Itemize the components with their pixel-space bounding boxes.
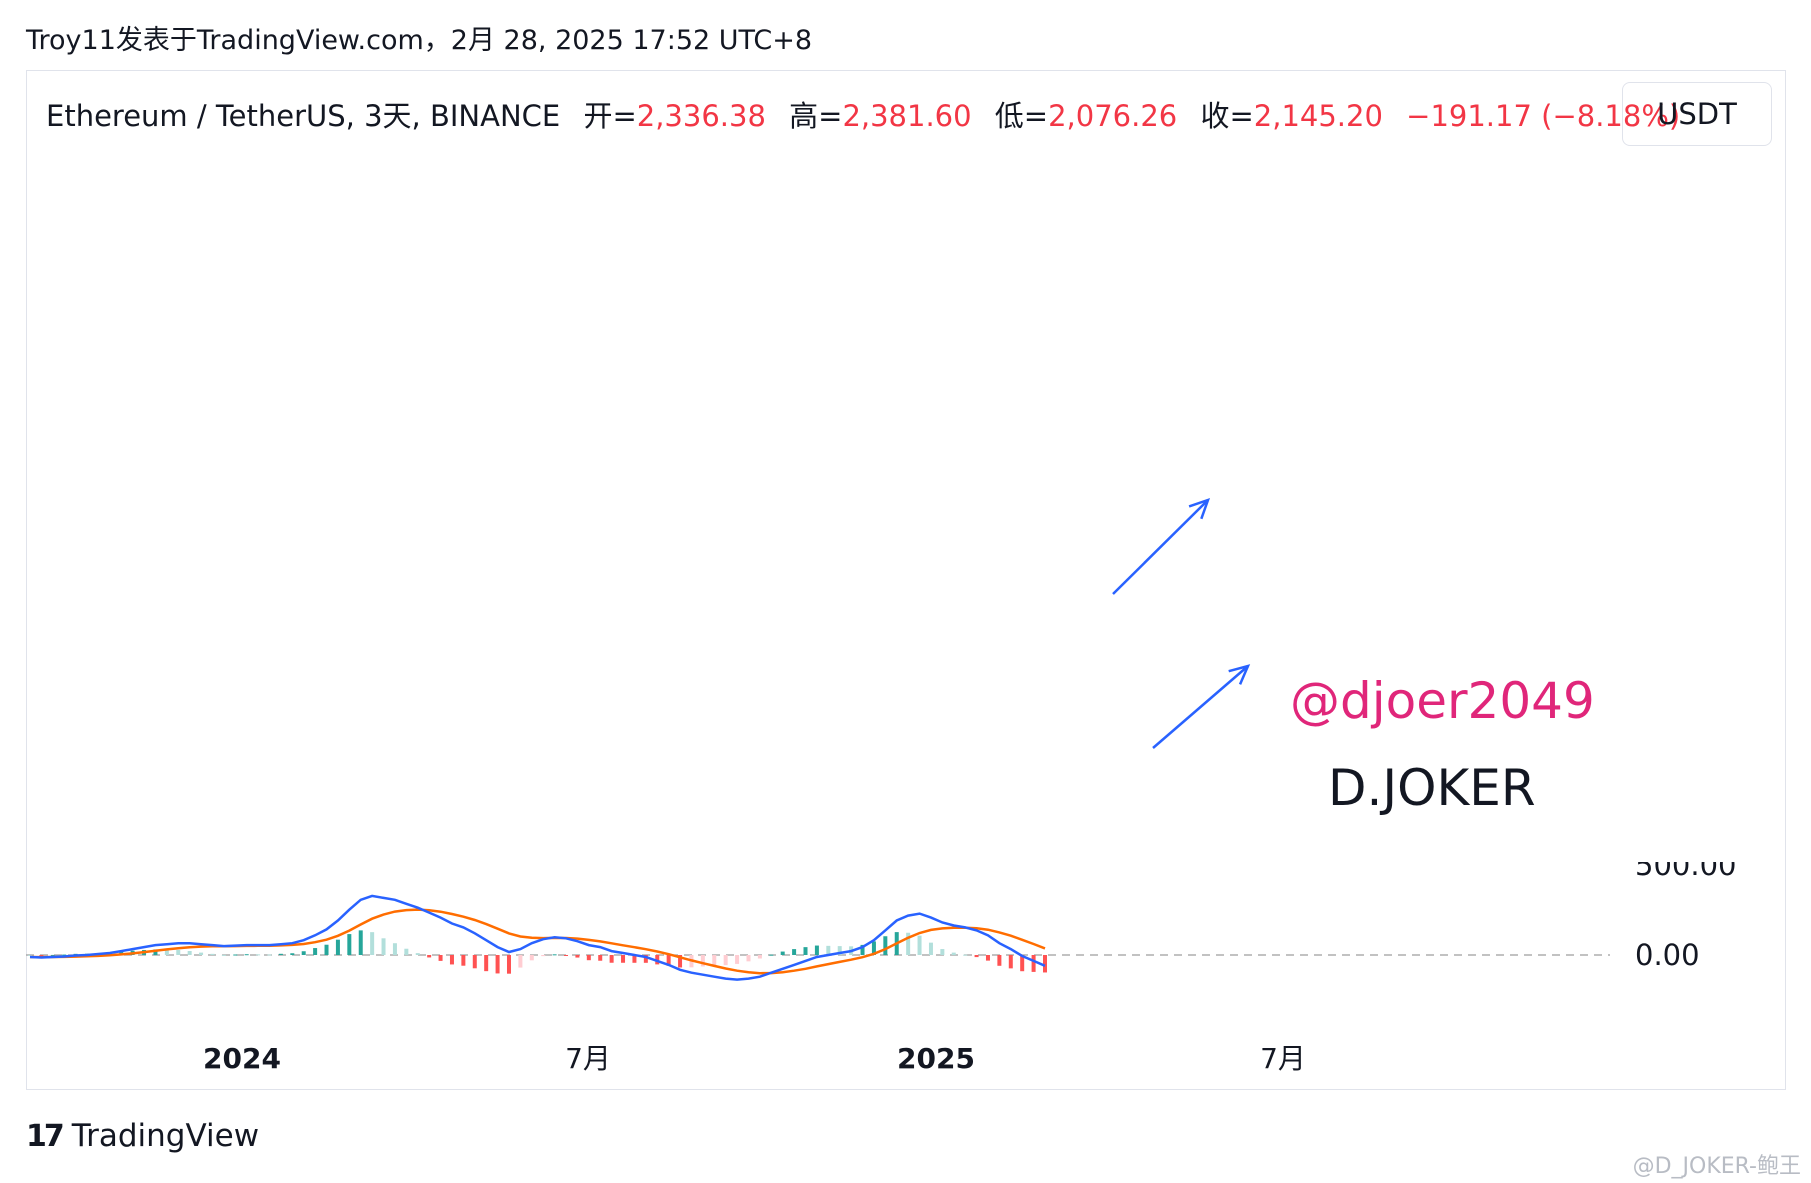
open-value: 2,336.38 bbox=[636, 99, 766, 133]
author-line: Troy11发表于TradingView.com，2月 28, 2025 17:… bbox=[26, 25, 813, 56]
currency-button[interactable]: USDT bbox=[1622, 82, 1772, 146]
tradingview-mark-icon: 17 bbox=[26, 1118, 65, 1154]
close-label: 收= bbox=[1200, 99, 1254, 133]
logo-text: TradingView bbox=[71, 1118, 260, 1154]
tradingview-logo[interactable]: 17 TradingView bbox=[26, 1118, 259, 1154]
ohlc-legend: Ethereum / TetherUS, 3天, BINANCE 开=2,336… bbox=[46, 93, 1680, 135]
close-value: 2,145.20 bbox=[1253, 99, 1383, 133]
open-label: 开= bbox=[583, 99, 637, 133]
chart-panel[interactable] bbox=[26, 70, 1786, 1090]
watermark: @D_JOKER-鲍王 bbox=[1632, 1154, 1801, 1179]
low-value: 2,076.26 bbox=[1048, 99, 1178, 133]
low-label: 低= bbox=[994, 99, 1049, 133]
high-value: 2,381.60 bbox=[842, 99, 972, 133]
high-label: 高= bbox=[789, 99, 843, 133]
symbol-label[interactable]: Ethereum / TetherUS, 3天, BINANCE bbox=[46, 99, 561, 133]
change-value: −191.17 (−8.18%) bbox=[1406, 99, 1681, 133]
